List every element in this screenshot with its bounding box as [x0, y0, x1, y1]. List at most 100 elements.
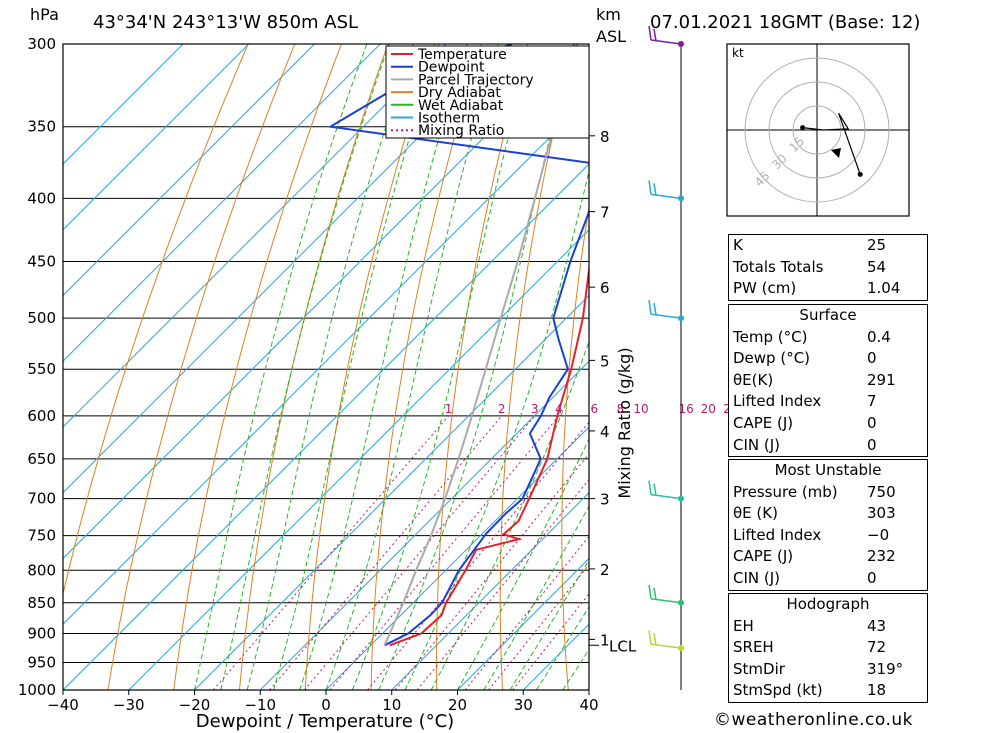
most-unstable-label: Pressure (mb) — [733, 482, 838, 501]
pressure-unit-label: hPa — [30, 5, 59, 24]
wind-barb-flag — [648, 299, 652, 315]
datetime-title: 07.01.2021 18GMT (Base: 12) — [650, 12, 920, 33]
hodograph-stat-value: 319° — [867, 659, 904, 678]
surface-row: CAPE (J) 0 — [729, 413, 927, 435]
hodograph-trace — [802, 112, 861, 175]
wet-adiabat-line — [351, 44, 534, 690]
legend-parcel-label: Parcel Trajectory — [418, 72, 534, 88]
dry-adiabat-line — [679, 44, 714, 690]
mixing-ratio-axis-label: Mixing Ratio (g/kg) — [615, 347, 634, 498]
most-unstable-row: θE (K) 303 — [729, 503, 927, 525]
most-unstable-label: CAPE (J) — [733, 547, 794, 566]
surface-label: CAPE (J) — [733, 413, 794, 432]
surface-row: CIN (J) 0 — [729, 435, 927, 457]
km-tick-label: 8 — [600, 128, 610, 146]
most-unstable-row: Pressure (mb) 750 — [729, 482, 927, 504]
indices-panel: K 25 Totals Totals 54 PW (cm) 1.04 — [728, 234, 928, 301]
wind-barb-flag — [653, 587, 657, 600]
wind-barb — [648, 180, 684, 202]
pw-label: PW (cm) — [733, 279, 797, 298]
wind-barb — [648, 299, 684, 322]
surface-value: 0 — [867, 435, 877, 454]
mixing-ratio-value: 6 — [590, 402, 598, 416]
isotherm-line — [457, 557, 589, 690]
hodograph-stat-label: SREH — [733, 638, 774, 657]
legend-temperature-label: Temperature — [417, 47, 507, 63]
most-unstable-row: CIN (J) 0 — [729, 568, 927, 590]
x-tick-label: 40 — [579, 696, 598, 714]
mixing-ratio-value: 4 — [555, 402, 563, 416]
wind-barb-flag — [653, 28, 657, 42]
hodograph-stats-panel: Hodograph EH 43 SREH 72 StmDir 319° StmSpd (kt… — [728, 593, 928, 703]
most-unstable-value: 0 — [867, 568, 877, 587]
x-tick-label: −40 — [47, 696, 79, 714]
most-unstable-value: 232 — [867, 547, 896, 566]
wet-adiabat-line — [325, 44, 499, 690]
pressure-tick-label: 500 — [27, 309, 56, 327]
wind-barb-flag — [648, 480, 652, 495]
km-tick-label: 2 — [600, 561, 610, 579]
surface-row: Temp (°C) 0.4 — [729, 327, 927, 349]
surface-label: CIN (J) — [733, 435, 781, 454]
wet-adiabat-line — [430, 340, 589, 690]
pressure-tick-label: 400 — [27, 189, 56, 207]
wet-adiabat-line — [246, 44, 414, 690]
pressure-tick-label: 750 — [27, 527, 56, 545]
wind-barb-flag — [648, 584, 652, 599]
pressure-tick-label: 950 — [27, 653, 56, 671]
isotherm-line — [259, 360, 589, 690]
hodograph-stat-row: EH 43 — [729, 616, 927, 638]
mixing-ratio-line — [394, 453, 589, 690]
surface-label: Dewp (°C) — [733, 349, 811, 368]
hodograph-ring — [744, 57, 890, 203]
dry-adiabat-line — [173, 44, 342, 690]
pw-value: 1.04 — [867, 279, 901, 298]
wind-barb — [648, 480, 684, 502]
hodograph-stat-label: EH — [733, 616, 754, 635]
pressure-tick-label: 450 — [27, 253, 56, 271]
hodograph-stat-label: StmSpd (kt) — [733, 681, 823, 700]
wet-adiabat-line — [299, 44, 468, 690]
pressure-tick-label: 800 — [27, 561, 56, 579]
most-unstable-title: Most Unstable — [774, 461, 882, 479]
surface-row: Lifted Index 7 — [729, 391, 927, 413]
isotherm-line — [63, 44, 184, 165]
pressure-tick-label: 700 — [27, 490, 56, 508]
surface-title: Surface — [799, 306, 857, 324]
isotherm-line — [63, 44, 381, 362]
isotherm-line — [63, 44, 513, 494]
hodograph-ring — [792, 105, 842, 155]
hodograph-stat-row: StmDir 319° — [729, 659, 927, 681]
pressure-tick-label: 1000 — [18, 681, 56, 699]
wind-barb-flag — [648, 630, 652, 645]
km-tick-label: 3 — [600, 491, 610, 509]
x-tick-label: −10 — [244, 696, 276, 714]
isotherm-line — [128, 229, 589, 690]
isotherm-line — [63, 44, 250, 231]
mixing-ratio-line — [416, 478, 589, 690]
dry-adiabat-line — [304, 44, 436, 690]
dry-adiabat-line — [63, 44, 249, 597]
isotherm-line — [63, 163, 589, 690]
pressure-tick-label: 300 — [27, 35, 56, 53]
wet-adiabat-line — [457, 437, 589, 690]
wet-adiabat-line — [194, 44, 368, 690]
dry-adiabat-line — [107, 44, 296, 690]
isotherm-line — [63, 44, 447, 428]
wind-barb — [648, 25, 684, 47]
surface-value: 0.4 — [867, 327, 891, 346]
wind-barb — [648, 584, 684, 606]
isotherm-line — [194, 294, 589, 690]
most-unstable-panel: Most Unstable Pressure (mb) 750 θE (K) 303 L… — [728, 459, 928, 591]
km-tick-label: 5 — [600, 352, 610, 370]
isotherm-line — [325, 426, 589, 690]
surface-row: Dewp (°C) 0 — [729, 348, 927, 370]
mixing-ratio-value: 3 — [531, 402, 539, 416]
mixing-ratio-value: 16 — [678, 402, 693, 416]
wet-adiabat-line — [220, 44, 390, 690]
pressure-tick-label: 900 — [27, 624, 56, 642]
lcl-label: LCL — [609, 637, 637, 655]
most-unstable-value: 303 — [867, 504, 896, 523]
hodograph-ring — [768, 81, 866, 179]
